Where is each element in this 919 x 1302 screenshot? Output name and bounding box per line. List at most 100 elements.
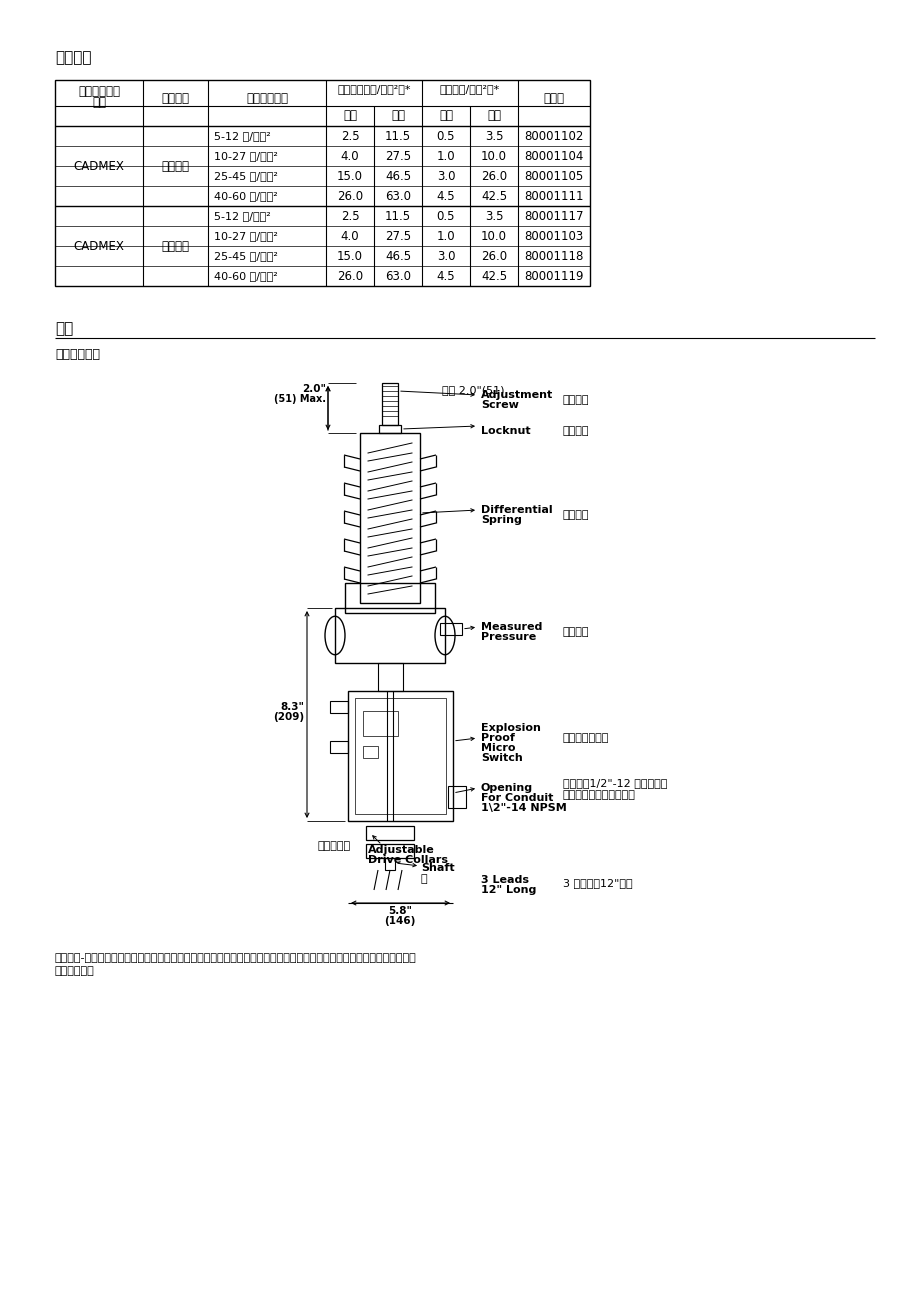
Text: 4.0: 4.0 <box>340 229 359 242</box>
Text: 4.5: 4.5 <box>437 270 455 283</box>
Text: 26.0: 26.0 <box>481 250 506 263</box>
Text: 0.5: 0.5 <box>437 210 455 223</box>
Text: (51) Max.: (51) Max. <box>274 395 325 404</box>
Bar <box>330 741 347 753</box>
Text: 英寸（毫米）: 英寸（毫米） <box>55 348 100 361</box>
Text: 所测压力: 所测压力 <box>562 628 589 637</box>
Text: 26.0: 26.0 <box>336 190 363 203</box>
Text: 46.5: 46.5 <box>384 250 411 263</box>
Text: 双刀双掷: 双刀双掷 <box>162 240 189 253</box>
Text: 订货资料: 订货资料 <box>55 49 91 65</box>
Text: 27.5: 27.5 <box>384 150 411 163</box>
Text: 调节螺杆: 调节螺杆 <box>562 395 589 405</box>
Text: 1\2"-14 NPSM: 1\2"-14 NPSM <box>481 803 566 812</box>
Text: Differential: Differential <box>481 505 552 516</box>
Text: 最大: 最大 <box>391 109 404 122</box>
Text: Pressure: Pressure <box>481 631 536 642</box>
Text: 3.0: 3.0 <box>437 169 455 182</box>
Text: (209): (209) <box>273 712 303 723</box>
Text: 可调驱动环: 可调驱动环 <box>318 841 351 852</box>
Text: 防爆式微型开关: 防爆式微型开关 <box>562 733 608 743</box>
Bar <box>366 844 414 858</box>
Bar <box>363 711 398 736</box>
Text: Adjustable: Adjustable <box>368 845 435 855</box>
Text: 1.0: 1.0 <box>437 229 455 242</box>
Text: 最小: 最小 <box>343 109 357 122</box>
Text: Shaft: Shaft <box>421 863 454 874</box>
Text: 12" Long: 12" Long <box>481 885 536 894</box>
Text: Explosion: Explosion <box>481 723 540 733</box>
Text: 0.5: 0.5 <box>437 129 455 142</box>
Bar <box>363 746 378 758</box>
Bar <box>384 858 394 870</box>
Text: For Conduit: For Conduit <box>481 793 552 803</box>
Bar <box>448 786 466 809</box>
Text: 8.3": 8.3" <box>279 702 303 711</box>
Text: 开关触头: 开关触头 <box>162 92 189 105</box>
Text: 3.5: 3.5 <box>484 210 503 223</box>
Text: 4.0: 4.0 <box>340 150 359 163</box>
Text: Spring: Spring <box>481 516 521 525</box>
Text: 15.0: 15.0 <box>336 169 363 182</box>
Text: Switch: Switch <box>481 753 522 763</box>
Bar <box>359 434 420 603</box>
Text: 46.5: 46.5 <box>384 169 411 182</box>
Text: Locknut: Locknut <box>481 426 530 436</box>
Text: 2.0": 2.0" <box>301 384 325 395</box>
Text: 40-60 磅/英寸²: 40-60 磅/英寸² <box>214 191 278 201</box>
Text: 导线管（1/2"-12 美国标准机: 导线管（1/2"-12 美国标准机 <box>562 779 666 788</box>
Text: 10.0: 10.0 <box>481 229 506 242</box>
Text: Drive Collars: Drive Collars <box>368 855 448 865</box>
Text: 型号: 型号 <box>92 96 106 109</box>
Text: 25-45 磅/英寸²: 25-45 磅/英寸² <box>214 251 278 260</box>
Text: 80001103: 80001103 <box>524 229 583 242</box>
Text: 42.5: 42.5 <box>481 190 506 203</box>
Text: 图单独标出。: 图单独标出。 <box>55 966 95 976</box>
Text: Adjustment: Adjustment <box>481 391 552 400</box>
Text: 26.0: 26.0 <box>336 270 363 283</box>
Text: 最大 2.0"(51): 最大 2.0"(51) <box>441 385 504 395</box>
Text: 2.5: 2.5 <box>340 210 359 223</box>
Text: 1.0: 1.0 <box>437 150 455 163</box>
Text: 械接头直管螺纹）用开口: 械接头直管螺纹）用开口 <box>562 790 635 799</box>
Text: 11.5: 11.5 <box>384 129 411 142</box>
Text: 10.0: 10.0 <box>481 150 506 163</box>
Bar <box>330 700 347 713</box>
Text: Micro: Micro <box>481 743 515 753</box>
Bar <box>347 691 452 822</box>
Text: 11.5: 11.5 <box>384 210 411 223</box>
Text: (146): (146) <box>384 917 415 926</box>
Text: 轴: 轴 <box>421 874 427 884</box>
Text: 产品样本上的: 产品样本上的 <box>78 85 119 98</box>
Bar <box>381 383 398 424</box>
Text: 10-27 磅/英寸²: 10-27 磅/英寸² <box>214 151 278 161</box>
Text: 最大: 最大 <box>486 109 501 122</box>
Text: 防松螺母: 防松螺母 <box>562 426 589 436</box>
Text: 3 Leads: 3 Leads <box>481 875 528 885</box>
Text: 标称弹力范围: 标称弹力范围 <box>245 92 288 105</box>
Bar <box>366 825 414 840</box>
Text: 80001111: 80001111 <box>524 190 584 203</box>
Text: Proof: Proof <box>481 733 515 743</box>
Text: 80001104: 80001104 <box>524 150 583 163</box>
Text: 26.0: 26.0 <box>481 169 506 182</box>
Text: 4.5: 4.5 <box>437 190 455 203</box>
Text: 促动压力（磅/英寸²）*: 促动压力（磅/英寸²）* <box>337 85 410 94</box>
Bar <box>345 583 435 613</box>
Text: 单刀双掷: 单刀双掷 <box>162 160 189 172</box>
Text: 25-45 磅/英寸²: 25-45 磅/英寸² <box>214 171 278 181</box>
Text: CADMEX: CADMEX <box>74 240 124 253</box>
Text: 80001105: 80001105 <box>524 169 583 182</box>
Text: Opening: Opening <box>481 783 532 793</box>
Text: CADMEX: CADMEX <box>74 160 124 172</box>
Bar <box>355 698 446 814</box>
Text: 尺寸: 尺寸 <box>55 322 74 336</box>
Text: Screw: Screw <box>481 400 518 410</box>
Bar <box>335 608 445 663</box>
Text: 63.0: 63.0 <box>384 190 411 203</box>
Text: 3 根引线（12"长）: 3 根引线（12"长） <box>562 878 632 888</box>
Text: 80001118: 80001118 <box>524 250 583 263</box>
Text: 5-12 磅/英寸²: 5-12 磅/英寸² <box>214 132 270 141</box>
Text: 最小: 最小 <box>438 109 452 122</box>
Bar <box>439 622 461 635</box>
